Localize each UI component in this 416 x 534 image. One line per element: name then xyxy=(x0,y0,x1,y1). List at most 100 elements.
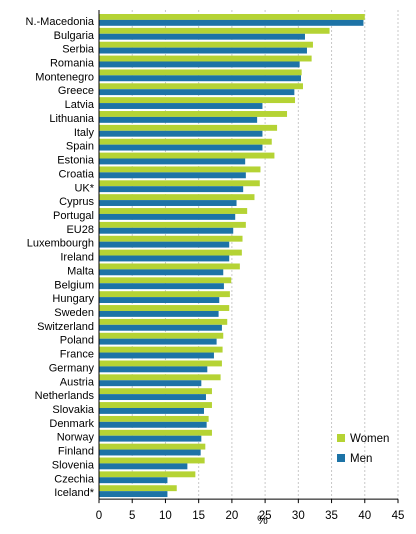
bar-men xyxy=(99,310,219,317)
bar-women xyxy=(99,429,212,436)
x-tick-label: 5 xyxy=(129,510,135,522)
bar-women xyxy=(99,277,232,284)
bar-women xyxy=(99,97,296,104)
x-tick-label: 15 xyxy=(192,510,205,522)
category-label: Poland xyxy=(60,335,94,347)
bar-women xyxy=(99,194,255,201)
category-label: Hungary xyxy=(52,293,94,305)
bar-men xyxy=(99,47,307,54)
bar-women xyxy=(99,360,222,367)
bar-women xyxy=(99,83,303,90)
bar-women xyxy=(99,235,243,242)
category-label: Czechia xyxy=(54,473,95,485)
bar-men xyxy=(99,116,258,123)
bar-women xyxy=(99,221,246,228)
bar-women xyxy=(99,180,260,187)
bars xyxy=(99,14,365,498)
bar-women xyxy=(99,14,365,20)
x-tick-label: 10 xyxy=(159,510,172,522)
bar-women xyxy=(99,346,223,353)
bar-women xyxy=(99,374,221,381)
category-label: EU28 xyxy=(66,224,94,236)
category-label: Lithuania xyxy=(49,113,95,125)
bar-men xyxy=(99,491,168,498)
category-label: Spain xyxy=(66,141,94,153)
category-label: Cyprus xyxy=(59,196,94,208)
bar-women xyxy=(99,305,230,311)
bar-men xyxy=(99,407,204,414)
bar-men xyxy=(99,200,237,206)
category-labels: N.-Macedonia Bulgaria Serbia RomaniaMontene… xyxy=(26,16,95,499)
category-label: Bulgaria xyxy=(54,30,95,42)
bar-men xyxy=(99,283,224,290)
category-label: Luxembourgh xyxy=(27,238,94,250)
category-label: Switzerland xyxy=(37,321,94,333)
legend: Women Men xyxy=(337,433,389,465)
category-label: Latvia xyxy=(65,99,95,111)
bar-men xyxy=(99,227,234,234)
bar-women xyxy=(99,166,261,173)
bar-men xyxy=(99,241,230,248)
bar-women xyxy=(99,41,313,48)
bar-women xyxy=(99,318,228,325)
bar-men xyxy=(99,61,300,68)
bar-women xyxy=(99,27,330,34)
x-tick-label: 25 xyxy=(259,510,272,522)
category-label: Serbia xyxy=(62,44,95,56)
bar-women xyxy=(99,471,196,478)
bar-men xyxy=(99,186,244,193)
category-label: Sweden xyxy=(54,307,94,319)
bar-women xyxy=(99,124,278,131)
category-label: UK* xyxy=(74,182,94,194)
bar-men xyxy=(99,89,295,96)
bar-women xyxy=(99,55,312,62)
bar-men xyxy=(99,19,364,26)
bar-men xyxy=(99,435,202,442)
bar-men xyxy=(99,33,305,40)
bar-women xyxy=(99,332,224,339)
category-label: Slovenia xyxy=(52,459,95,471)
x-tick-label: 35 xyxy=(325,510,338,522)
bar-women xyxy=(99,138,272,145)
x-axis: 0 5 10 15 20 25 30 35 40 45% xyxy=(96,10,405,527)
bar-men xyxy=(99,75,301,82)
bar-women xyxy=(99,69,302,76)
bar-men xyxy=(99,269,224,276)
category-label: Romania xyxy=(50,58,95,70)
bar-men xyxy=(99,380,202,387)
bar-men xyxy=(99,394,206,401)
x-tick-label: 20 xyxy=(225,510,238,522)
category-label: Italy xyxy=(74,127,95,139)
category-label: Netherlands xyxy=(35,390,95,402)
bar-men xyxy=(99,449,201,456)
bar-women xyxy=(99,249,242,256)
legend-swatch-women xyxy=(337,434,345,442)
bar-men xyxy=(99,213,236,220)
bar-women xyxy=(99,263,240,270)
bar-women xyxy=(99,208,248,214)
category-label: Iceland* xyxy=(54,487,94,499)
category-label: Malta xyxy=(67,265,95,277)
category-label: Slovakia xyxy=(52,404,94,416)
bar-women xyxy=(99,291,230,298)
x-tick-label: 40 xyxy=(358,510,371,522)
x-tick-label: 45 xyxy=(392,510,405,522)
x-tick-label: 0 xyxy=(96,510,102,522)
bar-men xyxy=(99,130,263,137)
category-label: Portugal xyxy=(53,210,94,222)
category-label: Belgium xyxy=(54,279,94,291)
category-label: Germany xyxy=(49,362,95,374)
bar-men xyxy=(99,324,222,331)
bar-women xyxy=(99,402,212,408)
category-label: Croatia xyxy=(59,168,95,180)
bar-men xyxy=(99,103,263,109)
category-label: Greece xyxy=(58,85,94,97)
bar-men xyxy=(99,297,220,303)
bar-men xyxy=(99,352,214,359)
bar-women xyxy=(99,443,206,450)
legend-swatch-men xyxy=(337,454,345,462)
bar-men xyxy=(99,158,246,165)
bar-men xyxy=(99,463,188,470)
category-label: Estonia xyxy=(57,155,95,167)
